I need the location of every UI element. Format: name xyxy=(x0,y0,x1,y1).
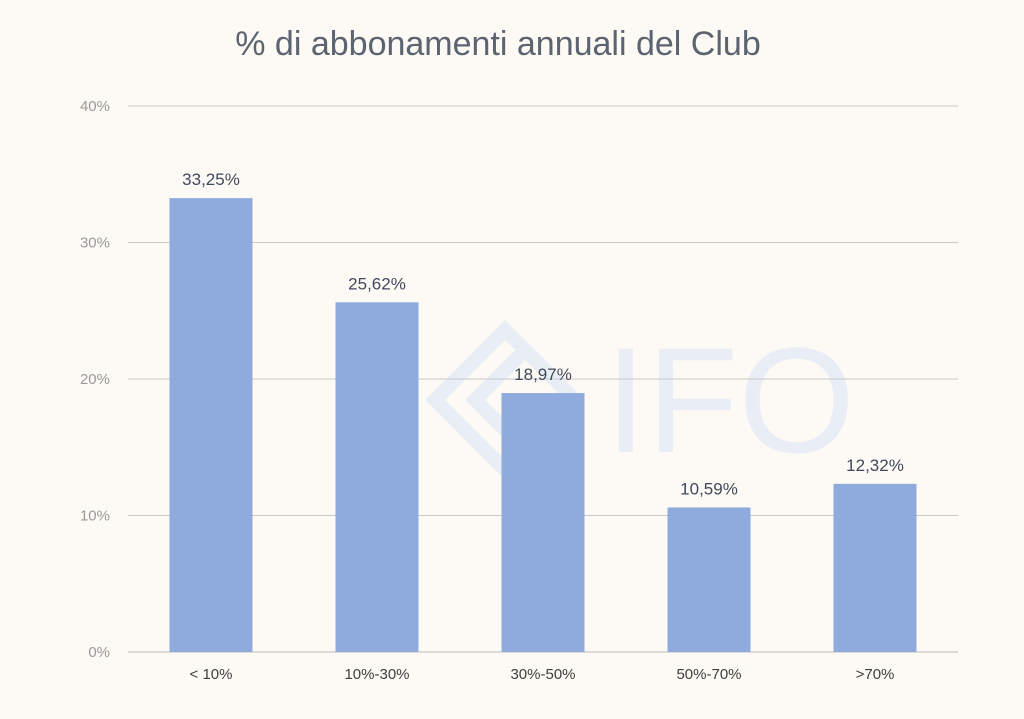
bar xyxy=(335,302,419,652)
bar xyxy=(833,483,917,652)
y-tick-label: 10% xyxy=(80,508,110,525)
x-tick-label: >70% xyxy=(856,666,895,683)
y-axis-ticks: 0% 10% 20% 30% 40% xyxy=(80,98,110,661)
y-tick-label: 0% xyxy=(88,644,110,661)
x-tick-label: 10%-30% xyxy=(344,666,409,683)
bar xyxy=(667,507,751,652)
data-label: 18,97% xyxy=(514,365,572,384)
x-axis-ticks: < 10% 10%-30% 30%-50% 50%-70% >70% xyxy=(190,666,895,683)
y-tick-label: 30% xyxy=(80,235,110,252)
watermark-text: IFO xyxy=(605,316,855,484)
watermark-logo: IFO xyxy=(425,316,855,484)
data-label: 12,32% xyxy=(846,456,904,475)
chart-title: % di abbonamenti annuali del Club xyxy=(235,25,760,63)
bar xyxy=(501,393,585,652)
bars xyxy=(169,198,917,652)
data-labels: 33,25% 25,62% 18,97% 10,59% 12,32% xyxy=(182,170,904,498)
x-tick-label: < 10% xyxy=(190,666,233,683)
data-label: 10,59% xyxy=(680,479,738,498)
y-tick-label: 20% xyxy=(80,371,110,388)
x-tick-label: 50%-70% xyxy=(676,666,741,683)
data-label: 25,62% xyxy=(348,274,406,293)
y-tick-label: 40% xyxy=(80,98,110,115)
data-label: 33,25% xyxy=(182,170,240,189)
x-tick-label: 30%-50% xyxy=(510,666,575,683)
bar xyxy=(169,198,253,652)
